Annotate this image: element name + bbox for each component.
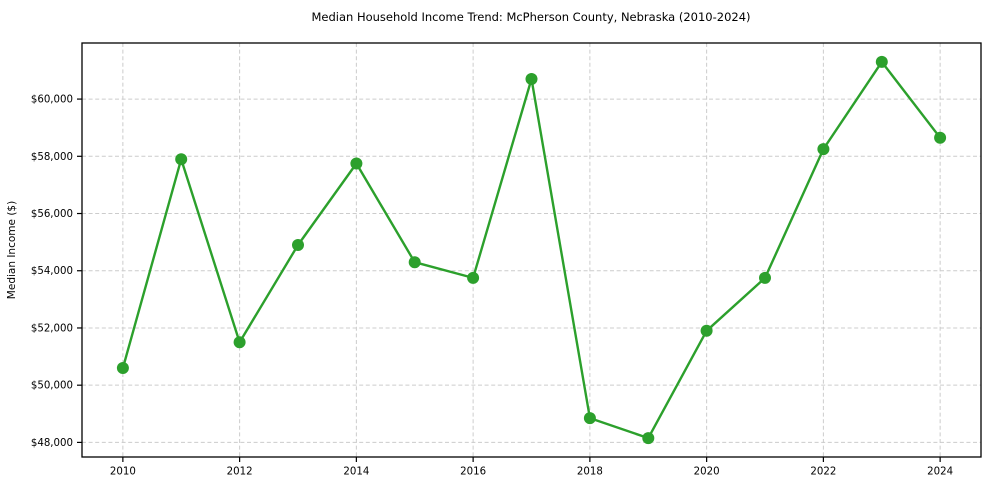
x-tick-label: 2016 — [460, 467, 486, 478]
y-tick-label: $56,000 — [31, 209, 73, 220]
gridlines — [82, 43, 981, 457]
data-point — [817, 143, 830, 156]
data-point — [875, 55, 888, 68]
data-point — [642, 432, 655, 445]
y-tick-label: $54,000 — [31, 266, 73, 277]
axis-tick-marks — [77, 98, 941, 462]
plot-border — [81, 42, 982, 458]
data-point — [116, 362, 129, 374]
data-point — [350, 157, 363, 170]
y-tick-label: $52,000 — [31, 323, 73, 334]
x-tick-label: 2024 — [927, 467, 953, 478]
data-point — [175, 153, 188, 166]
data-point — [525, 73, 538, 85]
data-point — [700, 324, 713, 337]
x-tick-label: 2012 — [227, 467, 253, 478]
x-tick-label: 2018 — [577, 467, 603, 478]
y-tick-label: $50,000 — [31, 381, 73, 392]
data-point — [934, 131, 947, 144]
data-point — [759, 271, 771, 284]
data-point-markers — [116, 55, 947, 445]
x-tick-label: 2020 — [694, 467, 720, 478]
y-tick-label: $48,000 — [31, 438, 73, 449]
x-tick-label: 2010 — [110, 467, 136, 478]
y-tick-label: $60,000 — [31, 95, 73, 106]
chart-title: Median Household Income Trend: McPherson… — [311, 10, 750, 24]
y-axis-label: Median Income ($) — [6, 201, 18, 299]
x-tick-label: 2022 — [810, 467, 836, 478]
data-point — [233, 336, 246, 349]
axis-tick-labels: $48,000 $50,000 $52,000 $54,000 $56,000 $58,0… — [31, 95, 953, 478]
income-trend-line — [121, 60, 942, 440]
y-tick-label: $58,000 — [31, 152, 73, 163]
data-point — [292, 239, 304, 251]
data-point — [467, 271, 480, 284]
data-point — [583, 412, 596, 425]
x-tick-label: 2014 — [343, 467, 369, 478]
data-point — [408, 256, 421, 269]
